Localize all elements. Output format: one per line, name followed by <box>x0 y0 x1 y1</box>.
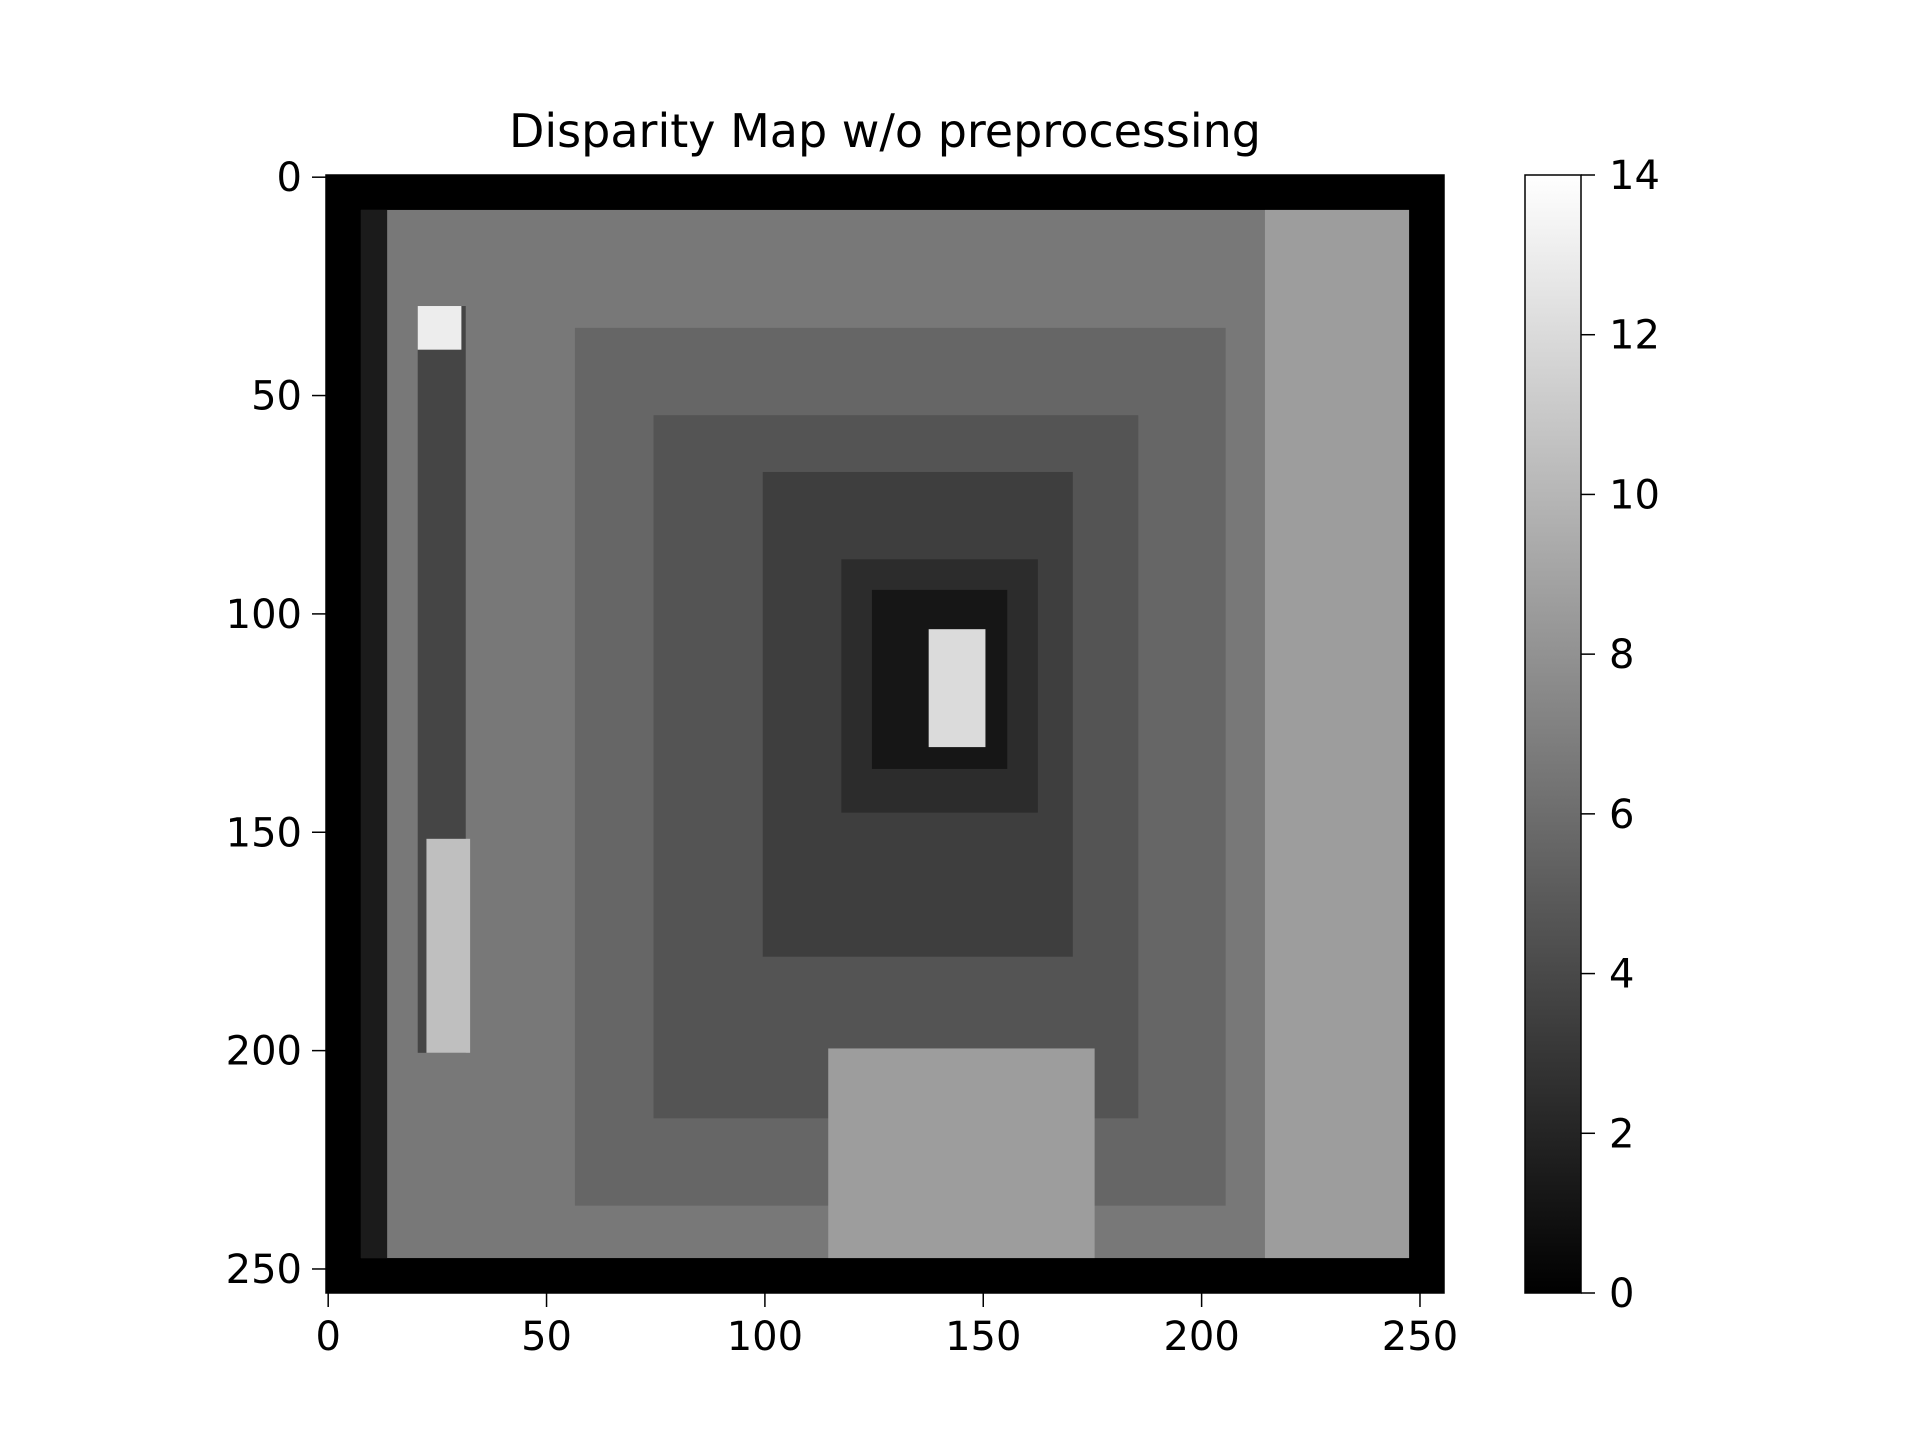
colorbar-tick-label: 4 <box>1609 952 1634 998</box>
colorbar-tick-label: 12 <box>1609 313 1660 359</box>
colorbar-tick-label: 14 <box>1609 153 1660 199</box>
plot-frame <box>325 174 1445 1294</box>
x-tick-label: 50 <box>521 1314 572 1360</box>
y-tick-label: 0 <box>277 155 302 201</box>
colorbar-tick-label: 10 <box>1609 472 1660 518</box>
y-tick-label: 250 <box>226 1247 302 1293</box>
heatmap-region-2 <box>1264 209 1410 1259</box>
x-tick-label: 150 <box>945 1314 1021 1360</box>
colorbar-tick-label: 6 <box>1609 792 1634 838</box>
x-tick-label: 0 <box>315 1314 340 1360</box>
y-axis: 0 50 100 150 200 250 <box>226 155 326 1293</box>
y-tick-label: 200 <box>226 1029 302 1075</box>
heatmap-plot-area <box>326 175 1444 1293</box>
x-axis: 0 50 100 150 200 250 <box>315 1293 1458 1360</box>
y-tick-label: 100 <box>226 592 302 638</box>
chart-title: Disparity Map w/o preprocessing <box>509 104 1261 158</box>
colorbar-axis: 0 2 4 6 8 10 12 14 <box>1581 153 1660 1317</box>
heatmap-region-3 <box>360 209 388 1259</box>
colorbar-tick-label: 2 <box>1609 1111 1634 1157</box>
heatmap-region-9 <box>928 629 986 748</box>
heatmap-region-13 <box>426 838 471 1053</box>
y-tick-label: 150 <box>226 810 302 856</box>
colorbar-tick-label: 8 <box>1609 632 1634 678</box>
x-tick-label: 250 <box>1382 1314 1458 1360</box>
x-tick-label: 100 <box>727 1314 803 1360</box>
x-tick-label: 200 <box>1163 1314 1239 1360</box>
heatmap-region-10 <box>828 1048 1095 1259</box>
colorbar <box>1524 174 1582 1294</box>
heatmap-region-12 <box>417 306 462 350</box>
colorbar-tick-label: 0 <box>1609 1271 1634 1317</box>
y-tick-label: 50 <box>251 374 302 420</box>
